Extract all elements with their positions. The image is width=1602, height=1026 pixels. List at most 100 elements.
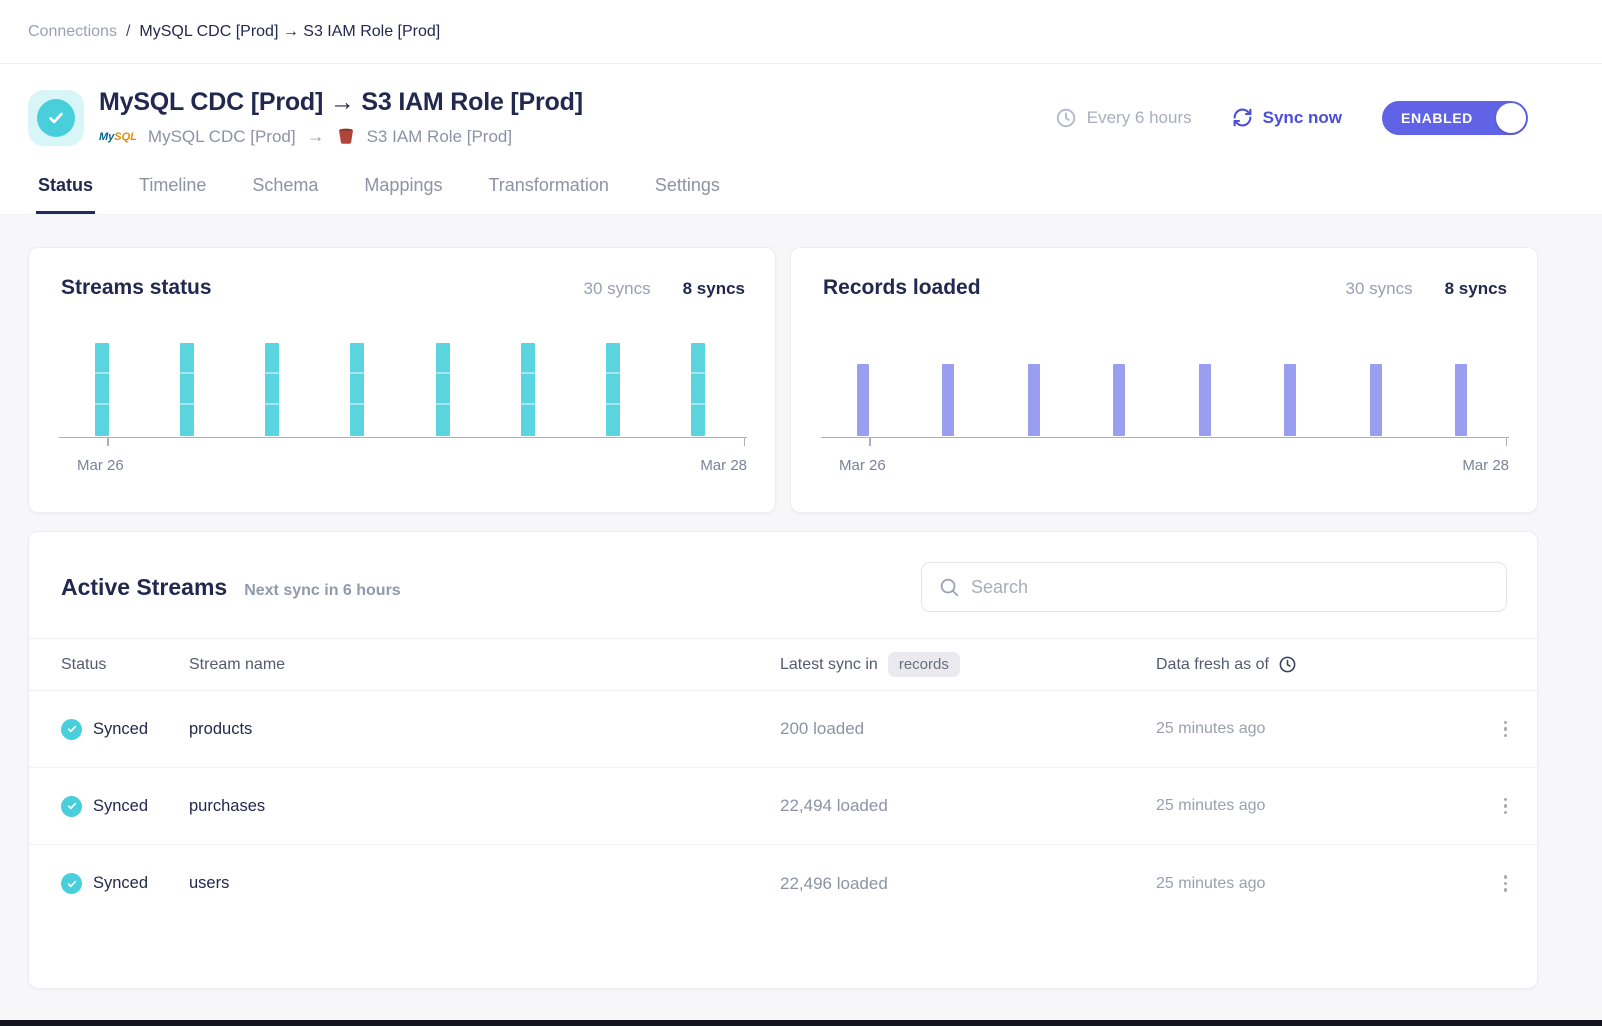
streams-table-header: Status Stream name Latest sync in record… xyxy=(29,638,1537,691)
bar-segment-divider xyxy=(435,372,450,374)
synced-check-icon xyxy=(61,795,82,817)
records-loaded-card: Records loaded 30 syncs 8 syncs Mar 26 M… xyxy=(790,247,1538,513)
enabled-toggle[interactable]: ENABLED xyxy=(1382,100,1528,135)
search-input[interactable] xyxy=(971,576,1490,598)
active-streams-card: Active Streams Next sync in 6 hours Stat… xyxy=(28,531,1538,989)
sync-bar[interactable] xyxy=(265,343,280,436)
breadcrumb: Connections / MySQL CDC [Prod] → S3 IAM … xyxy=(0,0,1602,64)
sync-bar[interactable] xyxy=(180,343,195,436)
streams-status-legend: 30 syncs 8 syncs xyxy=(584,279,745,299)
column-header-status: Status xyxy=(61,655,107,673)
legend-total-syncs[interactable]: 30 syncs xyxy=(1345,279,1413,298)
mysql-logo-icon: MySQL xyxy=(99,130,137,143)
status-badge: Synced xyxy=(93,719,149,738)
records-loaded-chart: Mar 26 Mar 28 xyxy=(821,248,1509,512)
table-row-purchases[interactable]: Synced purchases 22,494 loaded 25 minute… xyxy=(29,768,1537,845)
column-header-data-fresh: Data fresh as of xyxy=(1156,655,1269,673)
sync-schedule: Every 6 hours xyxy=(1055,107,1192,129)
records-loaded-legend: 30 syncs 8 syncs xyxy=(1346,279,1507,299)
sync-bar[interactable] xyxy=(1369,364,1382,436)
enabled-toggle-label: ENABLED xyxy=(1401,109,1473,126)
connection-subtitle: MySQL MySQL CDC [Prod] → S3 IAM Role [Pr… xyxy=(99,126,1055,147)
clock-icon xyxy=(1055,107,1077,129)
records-loaded-bars xyxy=(821,364,1509,436)
records-loaded-value: 22,494 loaded xyxy=(780,796,888,815)
flow-arrow: → xyxy=(306,126,325,146)
sync-now-label: Sync now xyxy=(1262,107,1342,127)
row-menu-kebab-icon[interactable] xyxy=(1498,792,1514,821)
synced-check-icon xyxy=(61,873,82,894)
bar-segment-divider xyxy=(605,403,620,405)
sync-bar[interactable] xyxy=(520,343,535,436)
tab-schema[interactable]: Schema xyxy=(252,175,319,195)
bar-segment-divider xyxy=(180,372,195,374)
check-circle-icon xyxy=(37,98,75,137)
tab-settings[interactable]: Settings xyxy=(654,175,720,195)
sync-bar[interactable] xyxy=(350,343,365,436)
sync-bar[interactable] xyxy=(435,343,450,436)
x-axis-tick-end xyxy=(743,438,745,446)
x-axis-label-start: Mar 26 xyxy=(839,457,886,474)
breadcrumb-current: MySQL CDC [Prod] → S3 IAM Role [Prod] xyxy=(139,22,441,40)
row-menu-kebab-icon[interactable] xyxy=(1498,715,1514,744)
bar-segment-divider xyxy=(180,403,195,405)
charts-row: Streams status 30 syncs 8 syncs Mar 26 M… xyxy=(28,247,1538,513)
sync-bar[interactable] xyxy=(942,364,955,436)
sync-bar[interactable] xyxy=(1284,364,1297,436)
column-header-stream-name: Stream name xyxy=(189,655,286,673)
sync-bar[interactable] xyxy=(1454,364,1467,436)
tab-transformation[interactable]: Transformation xyxy=(488,175,609,195)
stream-search[interactable] xyxy=(921,562,1507,612)
tab-mappings[interactable]: Mappings xyxy=(364,175,443,195)
stream-name: users xyxy=(189,874,230,892)
x-axis-label-end: Mar 28 xyxy=(1462,457,1509,474)
legend-selected-syncs[interactable]: 8 syncs xyxy=(682,279,745,298)
bottom-edge-bar xyxy=(0,1020,1602,1026)
breadcrumb-separator: / xyxy=(125,22,131,40)
bar-segment-divider xyxy=(350,372,365,374)
connection-header: MySQL CDC [Prod] → S3 IAM Role [Prod] My… xyxy=(0,64,1602,163)
tab-timeline[interactable]: Timeline xyxy=(139,175,207,195)
legend-total-syncs[interactable]: 30 syncs xyxy=(583,279,651,298)
tab-status[interactable]: Status xyxy=(36,163,96,214)
bar-segment-divider xyxy=(435,403,450,405)
s3-bucket-icon xyxy=(336,126,356,147)
connection-status-icon xyxy=(28,89,84,146)
bar-segment-divider xyxy=(265,372,280,374)
breadcrumb-connections-link[interactable]: Connections xyxy=(28,22,117,40)
bar-segment-divider xyxy=(690,403,705,405)
x-axis-line xyxy=(59,436,747,438)
data-fresh-value: 25 minutes ago xyxy=(1156,720,1266,737)
stream-name: products xyxy=(189,719,253,738)
sync-bar[interactable] xyxy=(1113,364,1126,436)
legend-selected-syncs[interactable]: 8 syncs xyxy=(1444,279,1507,298)
records-unit-badge[interactable]: records xyxy=(887,652,960,677)
streams-status-chart: Mar 26 Mar 28 xyxy=(59,248,747,512)
x-axis-line xyxy=(821,436,1509,438)
sync-bar[interactable] xyxy=(1198,364,1211,436)
refresh-icon xyxy=(1232,107,1253,128)
streams-status-title: Streams status xyxy=(61,276,212,299)
destination-name: S3 IAM Role [Prod] xyxy=(366,126,513,146)
status-badge: Synced xyxy=(93,796,149,815)
table-row-products[interactable]: Synced products 200 loaded 25 minutes ag… xyxy=(29,691,1537,768)
stream-name: purchases xyxy=(189,796,266,815)
sync-bar[interactable] xyxy=(690,343,705,436)
sync-bar[interactable] xyxy=(857,364,869,436)
sync-bar[interactable] xyxy=(1027,364,1040,436)
search-icon xyxy=(938,576,960,598)
sync-bar[interactable] xyxy=(95,343,109,436)
sync-now-button[interactable]: Sync now xyxy=(1232,107,1342,128)
records-loaded-value: 22,496 loaded xyxy=(780,873,888,893)
data-fresh-value: 25 minutes ago xyxy=(1156,874,1266,892)
records-loaded-title: Records loaded xyxy=(823,276,981,299)
x-axis-tick-start xyxy=(107,438,109,446)
bar-segment-divider xyxy=(95,372,109,374)
row-menu-kebab-icon[interactable] xyxy=(1498,869,1514,898)
bar-segment-divider xyxy=(690,372,705,374)
streams-status-bars xyxy=(59,343,747,436)
table-row-users[interactable]: Synced users 22,496 loaded 25 minutes ag… xyxy=(29,845,1537,922)
sync-bar[interactable] xyxy=(605,343,620,436)
schedule-label: Every 6 hours xyxy=(1086,107,1192,127)
bar-segment-divider xyxy=(520,372,535,374)
